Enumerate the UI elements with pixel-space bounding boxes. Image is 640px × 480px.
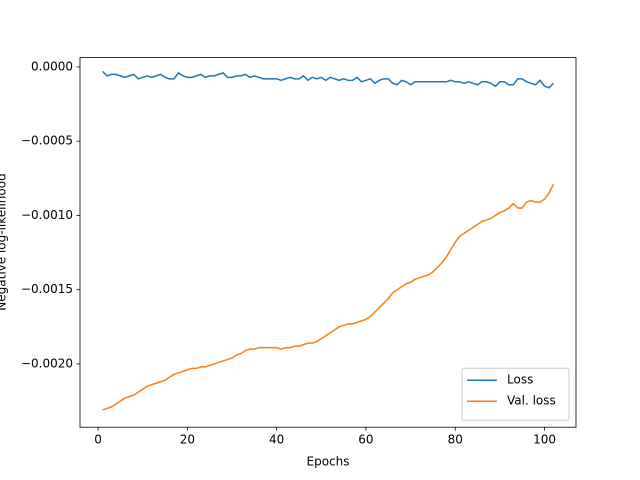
x-tick-label: 80 xyxy=(448,433,463,447)
x-tick-label: 60 xyxy=(358,433,373,447)
plot-frame xyxy=(79,57,577,428)
legend-label: Loss xyxy=(507,373,533,387)
x-axis-label: Epochs xyxy=(307,455,350,469)
y-tick-label: −0.0020 xyxy=(21,356,73,370)
series-line xyxy=(102,183,555,411)
x-tick-label: 0 xyxy=(94,433,102,447)
y-tick-label: 0.0000 xyxy=(31,59,73,73)
legend-label: Val. loss xyxy=(507,394,556,408)
y-tick-label: −0.0015 xyxy=(21,282,73,296)
x-tick-label: 100 xyxy=(533,433,556,447)
y-axis-label: Negative log-likelihood xyxy=(0,173,9,310)
legend-box xyxy=(461,367,570,421)
x-tick-label: 20 xyxy=(180,433,195,447)
x-tick-label: 40 xyxy=(269,433,284,447)
series-line xyxy=(102,70,554,89)
y-tick-label: −0.0010 xyxy=(21,208,73,222)
y-tick-label: −0.0005 xyxy=(21,134,73,148)
